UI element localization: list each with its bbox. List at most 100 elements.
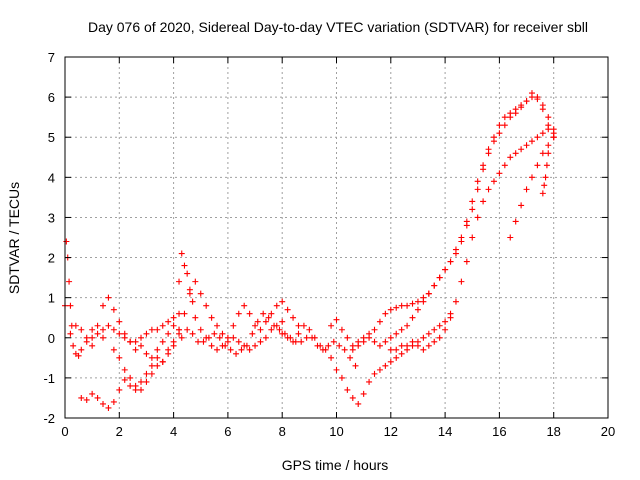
- data-point: [78, 326, 85, 333]
- data-point: [271, 322, 278, 329]
- data-point: [89, 390, 96, 397]
- data-point: [154, 346, 161, 353]
- data-point: [366, 334, 373, 341]
- data-point: [404, 342, 411, 349]
- data-point: [382, 310, 389, 317]
- x-tick-label: 0: [61, 424, 68, 439]
- data-point: [300, 322, 307, 329]
- data-point: [507, 154, 514, 161]
- data-point: [138, 378, 145, 385]
- data-point: [192, 314, 199, 321]
- data-point: [409, 300, 416, 307]
- data-point: [528, 174, 535, 181]
- data-point: [197, 326, 204, 333]
- data-point: [127, 382, 134, 389]
- y-tick-label: 1: [48, 291, 55, 306]
- data-point: [176, 326, 183, 333]
- series-track-m: [539, 150, 552, 197]
- data-point: [205, 334, 212, 341]
- data-point: [512, 110, 519, 117]
- x-axis-ticks: 0 2 4 6 8 10 12 14 16 18 20: [61, 57, 615, 439]
- data-point: [230, 322, 237, 329]
- y-tick-label: -2: [43, 411, 55, 426]
- data-point: [208, 342, 215, 349]
- data-point: [523, 142, 530, 149]
- data-point: [528, 138, 535, 145]
- data-point: [355, 400, 362, 407]
- data-point: [330, 338, 337, 345]
- x-axis-label: GPS time / hours: [282, 457, 389, 473]
- data-point: [214, 346, 221, 353]
- data-point: [344, 334, 351, 341]
- data-point: [387, 358, 394, 365]
- data-point: [148, 326, 155, 333]
- data-point: [539, 150, 546, 157]
- series-track-f: [176, 278, 302, 341]
- data-point: [100, 400, 107, 407]
- data-point: [534, 134, 541, 141]
- data-point: [203, 302, 210, 309]
- data-point: [83, 396, 90, 403]
- data-point: [132, 338, 139, 345]
- data-point: [254, 318, 261, 325]
- series-track-l: [507, 134, 557, 241]
- data-point: [409, 314, 416, 321]
- data-point: [333, 366, 340, 373]
- data-point: [393, 346, 400, 353]
- data-point: [279, 330, 286, 337]
- data-point: [192, 278, 199, 285]
- x-tick-label: 2: [116, 424, 123, 439]
- data-point: [279, 298, 286, 305]
- x-tick-label: 14: [438, 424, 452, 439]
- data-point: [143, 330, 150, 337]
- data-point: [382, 338, 389, 345]
- data-point: [328, 354, 335, 361]
- data-point: [216, 334, 223, 341]
- data-point: [121, 366, 128, 373]
- data-point: [246, 346, 253, 353]
- data-point: [352, 362, 359, 369]
- data-point: [63, 238, 70, 245]
- data-point: [344, 386, 351, 393]
- data-point: [262, 318, 269, 325]
- data-point: [105, 404, 112, 411]
- data-point: [214, 322, 221, 329]
- y-tick-label: 5: [48, 130, 55, 145]
- data-point: [447, 314, 454, 321]
- data-point: [431, 338, 438, 345]
- data-point: [542, 174, 549, 181]
- data-point: [328, 322, 335, 329]
- series-track-b: [67, 294, 177, 361]
- data-point: [442, 326, 449, 333]
- y-tick-label: 2: [48, 251, 55, 266]
- data-point: [501, 162, 508, 169]
- data-point: [148, 362, 155, 369]
- x-tick-label: 16: [492, 424, 506, 439]
- x-tick-label: 6: [224, 424, 231, 439]
- data-point: [159, 338, 166, 345]
- data-point: [178, 334, 185, 341]
- data-point: [452, 250, 459, 257]
- data-point: [66, 278, 73, 285]
- data-point: [235, 310, 242, 317]
- data-point: [233, 350, 240, 357]
- data-point: [165, 350, 172, 357]
- data-point: [143, 378, 150, 385]
- data-point: [121, 330, 128, 337]
- data-point: [420, 334, 427, 341]
- grid-lines: [65, 57, 608, 418]
- data-point: [333, 316, 340, 323]
- data-point: [265, 314, 272, 321]
- data-point: [230, 334, 237, 341]
- data-point: [545, 114, 552, 121]
- data-point: [360, 390, 367, 397]
- data-point: [528, 90, 535, 97]
- data-point: [110, 346, 117, 353]
- data-point: [366, 378, 373, 385]
- y-tick-label: 3: [48, 210, 55, 225]
- data-point: [189, 298, 196, 305]
- data-point: [200, 338, 207, 345]
- data-point: [501, 122, 508, 129]
- data-point: [268, 310, 275, 317]
